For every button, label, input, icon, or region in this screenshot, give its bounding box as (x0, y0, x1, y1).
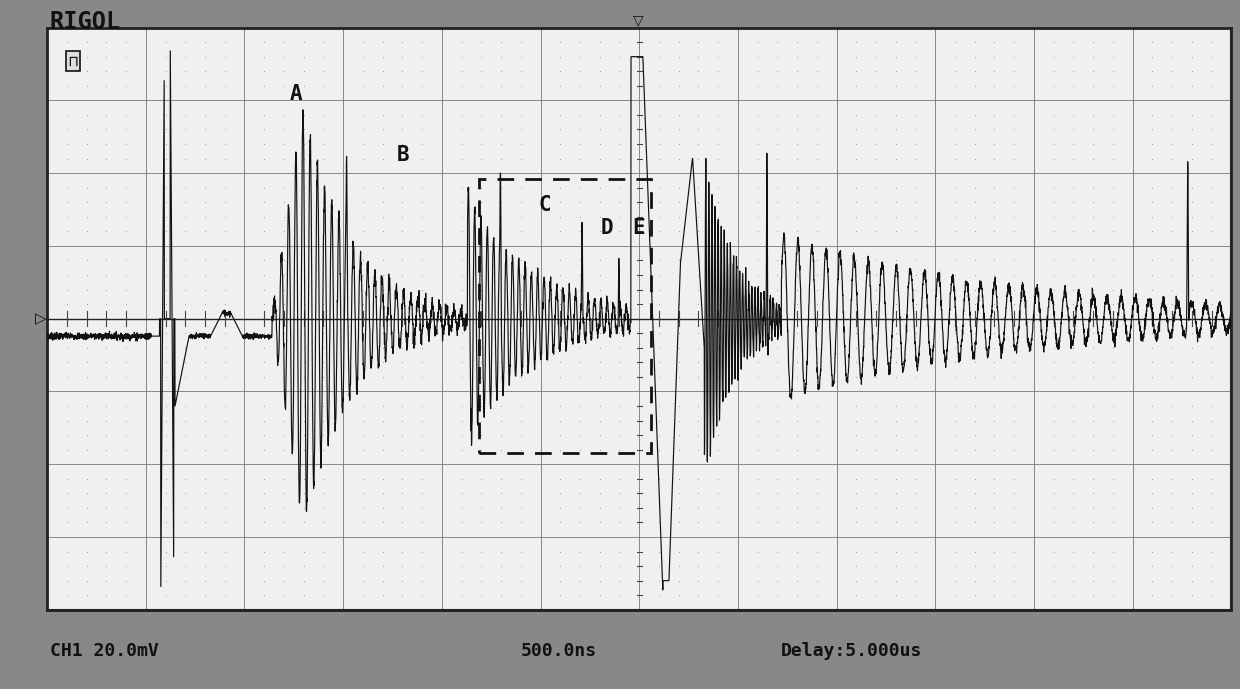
Text: D: D (600, 218, 613, 238)
Text: RIGOL: RIGOL (50, 10, 120, 34)
Text: A: A (290, 84, 303, 104)
Text: CH1 20.0mV: CH1 20.0mV (50, 642, 159, 660)
Text: ▽: ▽ (632, 14, 644, 28)
Text: C: C (538, 195, 552, 215)
Text: B: B (397, 145, 409, 165)
Text: ⊓: ⊓ (68, 54, 78, 68)
Text: E: E (632, 218, 645, 238)
Bar (480, 179, 651, 453)
Text: ▷: ▷ (36, 311, 47, 326)
Text: 500.0ns: 500.0ns (521, 642, 596, 660)
Text: Delay:5.000us: Delay:5.000us (781, 642, 923, 660)
